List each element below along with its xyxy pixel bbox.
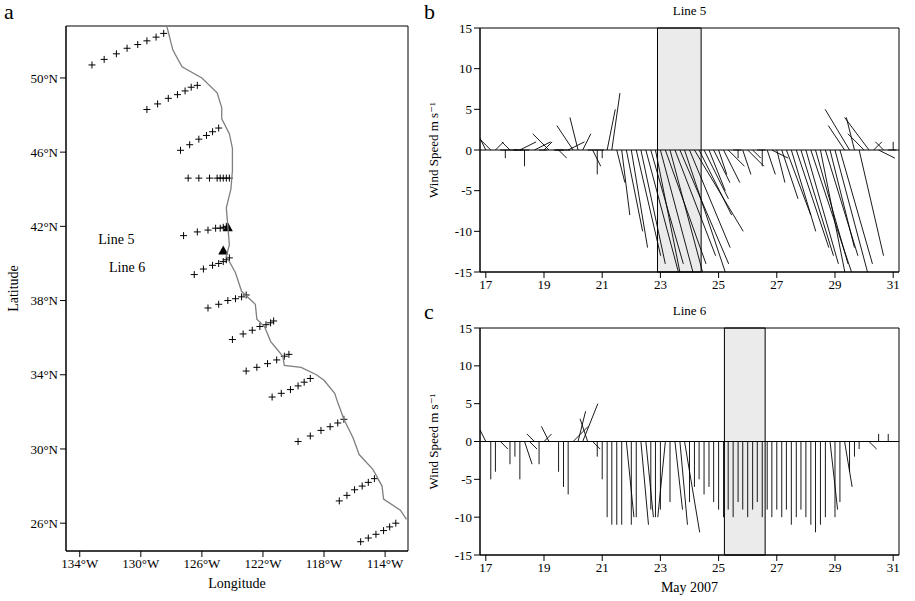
svg-text:0: 0: [466, 434, 473, 449]
svg-text:31: 31: [887, 277, 900, 292]
svg-text:15: 15: [459, 22, 472, 36]
svg-text:19: 19: [538, 277, 551, 292]
svg-text:17: 17: [479, 560, 493, 575]
svg-text:19: 19: [538, 560, 551, 575]
svg-text:27: 27: [770, 560, 784, 575]
svg-text:29: 29: [828, 560, 841, 575]
svg-text:23: 23: [654, 560, 667, 575]
svg-text:46°N: 46°N: [30, 145, 58, 160]
svg-text:38°N: 38°N: [30, 293, 58, 308]
svg-text:-15: -15: [455, 265, 472, 280]
svg-text:21: 21: [596, 277, 609, 292]
svg-text:114°W: 114°W: [367, 556, 404, 571]
svg-text:26°N: 26°N: [30, 516, 58, 531]
svg-text:31: 31: [887, 560, 900, 575]
svg-text:27: 27: [770, 277, 784, 292]
html-text:c: c: [424, 299, 434, 324]
svg-text:Line 6: Line 6: [109, 260, 145, 275]
svg-text:10: 10: [459, 358, 472, 373]
html-text:a: a: [4, 0, 14, 24]
svg-text:23: 23: [654, 277, 667, 292]
svg-text:30°N: 30°N: [30, 442, 58, 457]
svg-text:Wind Speed m s⁻¹: Wind Speed m s⁻¹: [426, 102, 441, 198]
svg-text:5: 5: [466, 396, 473, 411]
svg-text:29: 29: [828, 277, 841, 292]
svg-text:-5: -5: [461, 472, 472, 487]
svg-text:134°W: 134°W: [61, 556, 99, 571]
svg-text:118°W: 118°W: [306, 556, 343, 571]
svg-text:130°W: 130°W: [122, 556, 160, 571]
svg-text:126°W: 126°W: [183, 556, 221, 571]
svg-text:Longitude: Longitude: [208, 576, 266, 591]
svg-text:34°N: 34°N: [30, 367, 58, 382]
svg-text:17: 17: [479, 277, 493, 292]
svg-text:0: 0: [466, 143, 473, 158]
svg-text:122°W: 122°W: [244, 556, 282, 571]
svg-text:Line 5: Line 5: [98, 232, 134, 247]
html-text:Line 5: Line 5: [672, 3, 707, 18]
svg-text:-10: -10: [455, 224, 472, 239]
svg-text:May 2007: May 2007: [661, 580, 718, 595]
svg-text:-5: -5: [461, 183, 472, 198]
svg-text:21: 21: [596, 560, 609, 575]
svg-text:10: 10: [459, 61, 472, 76]
svg-text:-15: -15: [455, 548, 472, 563]
html-text:b: b: [424, 0, 435, 24]
svg-text:42°N: 42°N: [30, 219, 58, 234]
svg-text:25: 25: [712, 560, 725, 575]
svg-text:25: 25: [712, 277, 725, 292]
html-text:Line 6: Line 6: [672, 303, 707, 318]
svg-text:50°N: 50°N: [30, 71, 58, 86]
svg-text:15: 15: [459, 322, 472, 336]
svg-text:Latitude: Latitude: [6, 265, 21, 312]
svg-text:-10: -10: [455, 510, 472, 525]
svg-text:5: 5: [466, 102, 473, 117]
svg-text:Wind Speed m s⁻¹: Wind Speed m s⁻¹: [426, 393, 441, 489]
